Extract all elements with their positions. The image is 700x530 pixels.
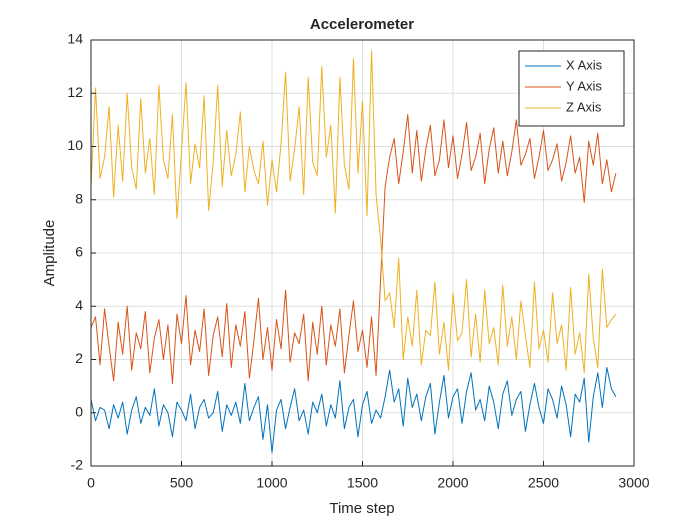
data-line [90, 114, 617, 384]
y-tick-label: 12 [67, 84, 83, 100]
x-tick-label: 500 [170, 475, 194, 491]
y-tick-label: 4 [75, 297, 83, 313]
legend-label: Y Axis [566, 78, 602, 93]
legend-box [518, 50, 625, 127]
y-tick-label: 14 [67, 31, 83, 47]
chart-title: Accelerometer [310, 16, 414, 33]
y-tick-label: 0 [75, 403, 83, 419]
x-tick-label: 3000 [618, 475, 649, 491]
legend-label: Z Axis [566, 99, 602, 114]
y-axis-label: Amplitude [41, 220, 58, 287]
y-tick-label: -2 [71, 457, 84, 473]
x-tick-label: 1000 [256, 475, 287, 491]
y-tick-label: 6 [75, 244, 83, 260]
data-line [90, 50, 617, 374]
y-tick-label: 10 [67, 137, 83, 153]
y-tick-label: 2 [75, 350, 83, 366]
x-tick-label: 2500 [528, 475, 559, 491]
x-tick-label: 1500 [347, 475, 378, 491]
legend-label: X Axis [566, 57, 603, 72]
x-axis-label: Time step [329, 500, 394, 517]
y-tick-label: 8 [75, 190, 83, 206]
data-line [90, 366, 617, 454]
x-tick-label: 2000 [437, 475, 468, 491]
x-tick-label: 0 [87, 475, 95, 491]
